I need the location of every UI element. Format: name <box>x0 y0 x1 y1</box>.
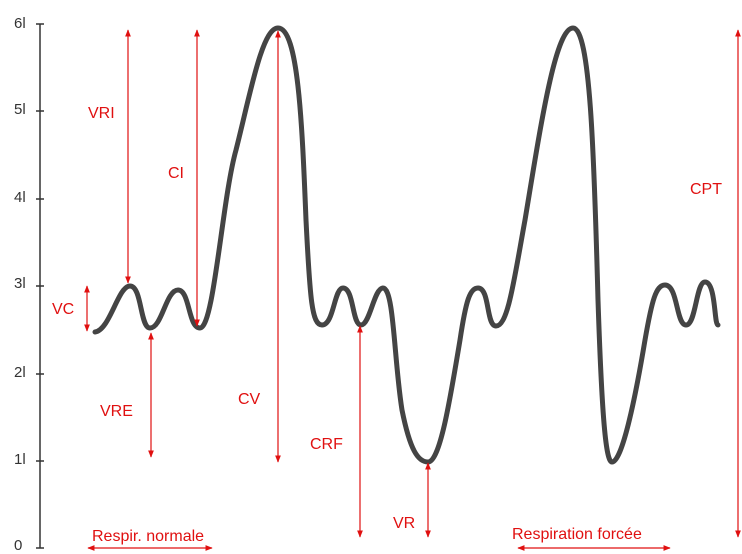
annotations: VRI CI VC VRE CV CRF VR CPT Respir. norm… <box>52 29 741 551</box>
axis-label: 3l <box>14 275 26 292</box>
volume-label: VR <box>393 515 415 532</box>
y-axis: 0 1l 2l 3l 4l 5l 6l <box>14 15 44 554</box>
volume-label: CRF <box>310 436 343 453</box>
axis-label: 2l <box>14 364 26 381</box>
phase-label: Respir. normale <box>92 528 204 545</box>
axis-label: 6l <box>14 15 26 32</box>
axis-label: 1l <box>14 451 26 468</box>
axis-label: 4l <box>14 189 26 206</box>
volume-label: VC <box>52 301 74 318</box>
volume-label: CI <box>168 165 184 182</box>
volume-label: CV <box>238 391 261 408</box>
axis-label: 0 <box>14 537 22 554</box>
volume-curve <box>92 25 721 465</box>
axis-label: 5l <box>14 101 26 118</box>
volume-label: CPT <box>690 181 722 198</box>
volume-label: VRE <box>100 403 133 420</box>
phase-label: Respiration forcée <box>512 526 642 543</box>
volume-label: VRI <box>88 105 115 122</box>
